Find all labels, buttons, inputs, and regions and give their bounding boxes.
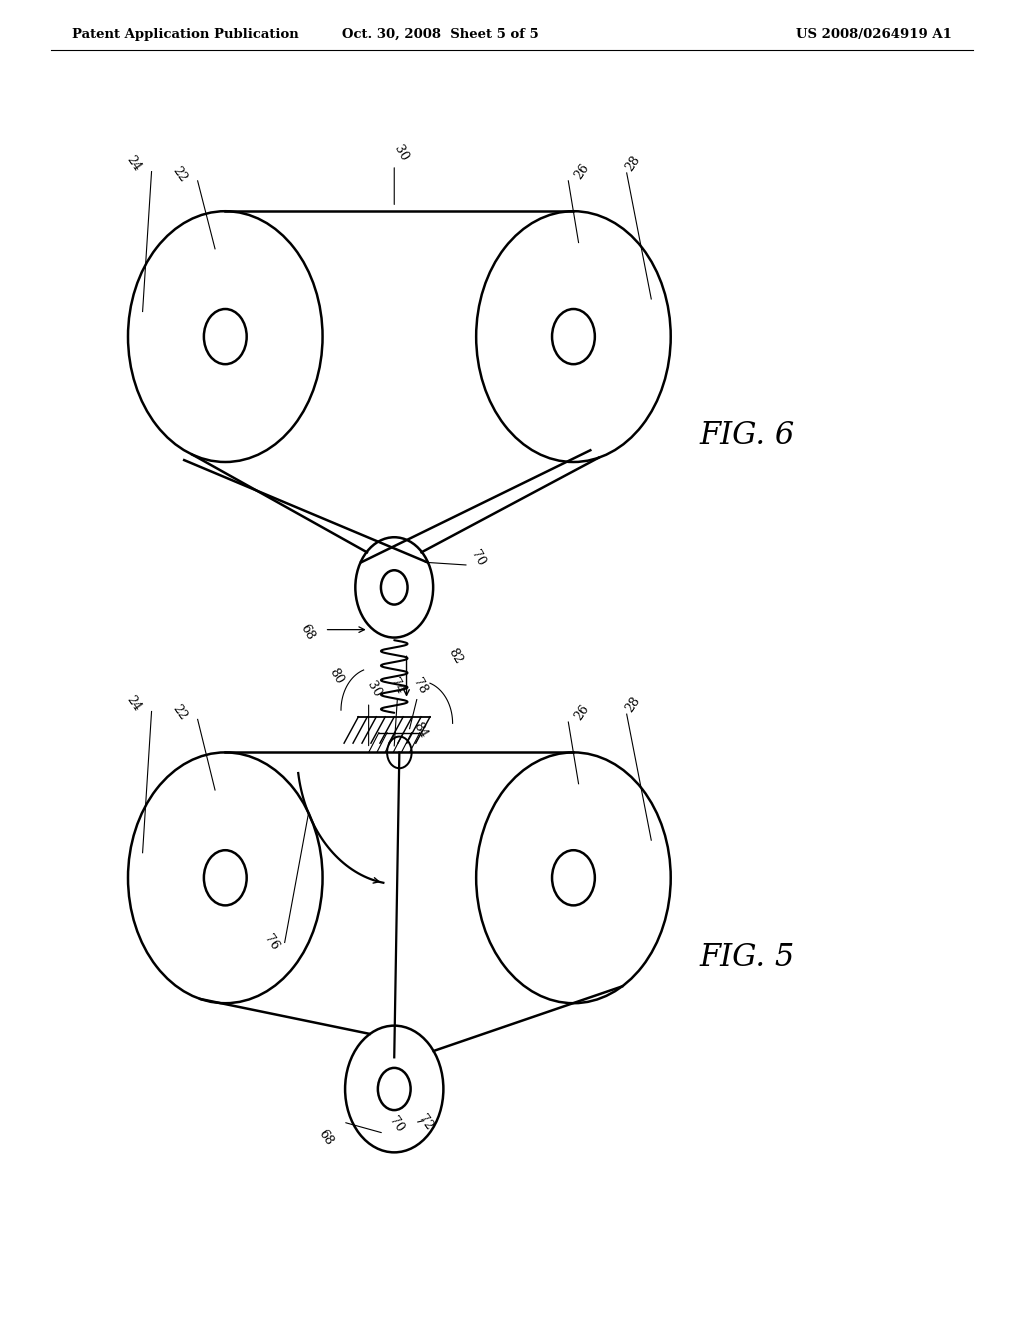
Text: 78: 78 [411, 676, 429, 697]
Text: 24: 24 [123, 153, 143, 174]
Text: 22: 22 [169, 164, 189, 185]
Text: 72: 72 [415, 1111, 435, 1133]
Text: 30: 30 [365, 678, 383, 700]
Text: FIG. 6: FIG. 6 [699, 420, 796, 451]
Text: US 2008/0264919 A1: US 2008/0264919 A1 [797, 28, 952, 41]
Text: 68: 68 [298, 622, 316, 643]
Text: 26: 26 [571, 702, 592, 723]
Text: 26: 26 [571, 161, 592, 182]
Text: 24: 24 [123, 693, 143, 714]
Text: 28: 28 [623, 153, 643, 174]
Text: FIG. 5: FIG. 5 [699, 941, 796, 973]
Text: 74: 74 [388, 676, 407, 697]
Text: 22: 22 [169, 702, 189, 723]
Text: 82: 82 [445, 645, 464, 667]
Text: 80: 80 [327, 665, 345, 686]
Text: 84: 84 [411, 719, 429, 741]
Text: 28: 28 [623, 694, 643, 715]
Text: 70: 70 [469, 548, 487, 569]
Text: 76: 76 [261, 932, 282, 953]
Text: 68: 68 [315, 1127, 336, 1148]
Text: 70: 70 [386, 1114, 407, 1135]
Text: 30: 30 [392, 143, 411, 164]
Text: Oct. 30, 2008  Sheet 5 of 5: Oct. 30, 2008 Sheet 5 of 5 [342, 28, 539, 41]
Text: Patent Application Publication: Patent Application Publication [72, 28, 298, 41]
